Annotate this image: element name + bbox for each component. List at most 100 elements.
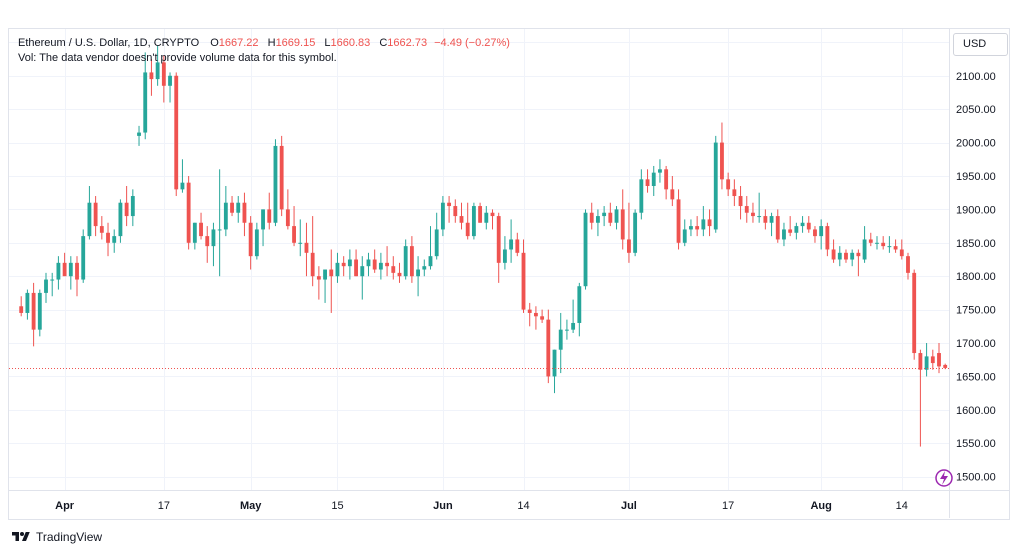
candle-body[interactable] <box>676 199 681 243</box>
candle-body[interactable] <box>354 259 358 277</box>
candle-body[interactable] <box>75 262 79 280</box>
candle-body[interactable] <box>596 216 600 223</box>
candle-body[interactable] <box>788 229 793 233</box>
candle-body[interactable] <box>937 353 941 367</box>
candle-body[interactable] <box>689 226 693 230</box>
candle-body[interactable] <box>862 239 867 260</box>
candle-body[interactable] <box>465 222 470 237</box>
candle-body[interactable] <box>589 212 594 223</box>
candle-body[interactable] <box>459 216 464 223</box>
candle-body[interactable] <box>658 169 662 173</box>
candle-body[interactable] <box>664 169 669 190</box>
candle-body[interactable] <box>726 179 731 190</box>
candle-body[interactable] <box>143 72 148 133</box>
candle-body[interactable] <box>285 209 290 227</box>
candle-body[interactable] <box>490 212 495 217</box>
candle-body[interactable] <box>484 212 489 223</box>
candle-body[interactable] <box>502 249 507 263</box>
candle-body[interactable] <box>837 252 842 260</box>
candle-body[interactable] <box>620 209 625 240</box>
candle-body[interactable] <box>453 206 458 217</box>
candlestick-chart[interactable]: 1500.00 1550.00 1600.00 1650.00 1700.00 1750.… <box>0 0 1012 520</box>
candle-body[interactable] <box>186 182 191 243</box>
candle-body[interactable] <box>906 256 910 273</box>
candle-body[interactable] <box>645 179 650 187</box>
candle-body[interactable] <box>199 222 203 237</box>
candle-body[interactable] <box>428 256 433 267</box>
candle-body[interactable] <box>192 222 197 243</box>
candle-body[interactable] <box>403 246 408 277</box>
candle-body[interactable] <box>583 212 588 287</box>
candle-body[interactable] <box>335 262 340 277</box>
candle-body[interactable] <box>540 316 545 320</box>
candle-body[interactable] <box>738 196 743 207</box>
candle-body[interactable] <box>372 259 377 270</box>
candle-body[interactable] <box>912 272 917 354</box>
candle-body[interactable] <box>31 292 36 330</box>
candle-body[interactable] <box>899 249 904 257</box>
candle-body[interactable] <box>248 222 253 257</box>
candle-body[interactable] <box>347 259 352 267</box>
candle-body[interactable] <box>695 226 700 230</box>
candle-body[interactable] <box>205 236 210 247</box>
candle-body[interactable] <box>130 196 135 217</box>
candle-body[interactable] <box>378 262 383 270</box>
candle-body[interactable] <box>409 246 414 277</box>
candle-body[interactable] <box>124 202 129 217</box>
candle-body[interactable] <box>819 226 824 237</box>
candle-body[interactable] <box>769 216 774 223</box>
candle-body[interactable] <box>521 252 526 310</box>
candle-body[interactable] <box>211 229 216 247</box>
candle-body[interactable] <box>577 286 582 323</box>
candle-body[interactable] <box>440 202 445 230</box>
candle-body[interactable] <box>292 226 296 243</box>
candle-body[interactable] <box>99 226 104 233</box>
candle-body[interactable] <box>434 229 439 257</box>
candle-body[interactable] <box>627 239 631 253</box>
candle-body[interactable] <box>509 239 514 250</box>
candle-body[interactable] <box>310 252 315 277</box>
candle-body[interactable] <box>416 269 421 277</box>
candle-body[interactable] <box>633 212 638 253</box>
candle-body[interactable] <box>775 216 780 240</box>
candle-body[interactable] <box>316 276 321 280</box>
candle-body[interactable] <box>682 229 687 243</box>
candle-body[interactable] <box>875 242 879 244</box>
candle-body[interactable] <box>720 142 724 180</box>
candle-body[interactable] <box>744 206 749 213</box>
candle-body[interactable] <box>161 62 166 86</box>
candle-body[interactable] <box>360 266 365 277</box>
candle-body[interactable] <box>137 132 141 136</box>
candle-body[interactable] <box>825 226 830 250</box>
symbol-title[interactable]: Ethereum / U.S. Dollar, 1D, CRYPTO <box>18 37 200 49</box>
candle-body[interactable] <box>478 206 483 223</box>
candle-body[interactable] <box>261 209 265 230</box>
candle-body[interactable] <box>800 222 805 227</box>
candle-body[interactable] <box>763 216 768 223</box>
candle-body[interactable] <box>850 252 855 260</box>
candle-body[interactable] <box>943 364 948 368</box>
candle-body[interactable] <box>422 266 427 270</box>
candle-body[interactable] <box>552 349 557 377</box>
candle-body[interactable] <box>273 145 278 223</box>
candle-body[interactable] <box>701 219 706 230</box>
candle-body[interactable] <box>106 232 110 243</box>
currency-button[interactable]: USD <box>953 33 1008 56</box>
candle-body[interactable] <box>298 242 303 244</box>
candle-body[interactable] <box>62 262 67 277</box>
candle-body[interactable] <box>757 216 762 218</box>
candle-body[interactable] <box>56 262 61 280</box>
candle-body[interactable] <box>844 252 848 260</box>
candle-body[interactable] <box>707 219 712 227</box>
candle-body[interactable] <box>887 246 892 248</box>
candle-body[interactable] <box>782 229 786 240</box>
candle-body[interactable] <box>329 269 334 277</box>
candle-body[interactable] <box>68 262 73 277</box>
candle-body[interactable] <box>571 322 576 330</box>
candle-body[interactable] <box>670 189 675 200</box>
candle-body[interactable] <box>81 236 86 280</box>
candle-body[interactable] <box>19 306 24 313</box>
candle-body[interactable] <box>918 353 923 370</box>
candle-body[interactable] <box>930 356 935 364</box>
candle-body[interactable] <box>751 212 755 217</box>
